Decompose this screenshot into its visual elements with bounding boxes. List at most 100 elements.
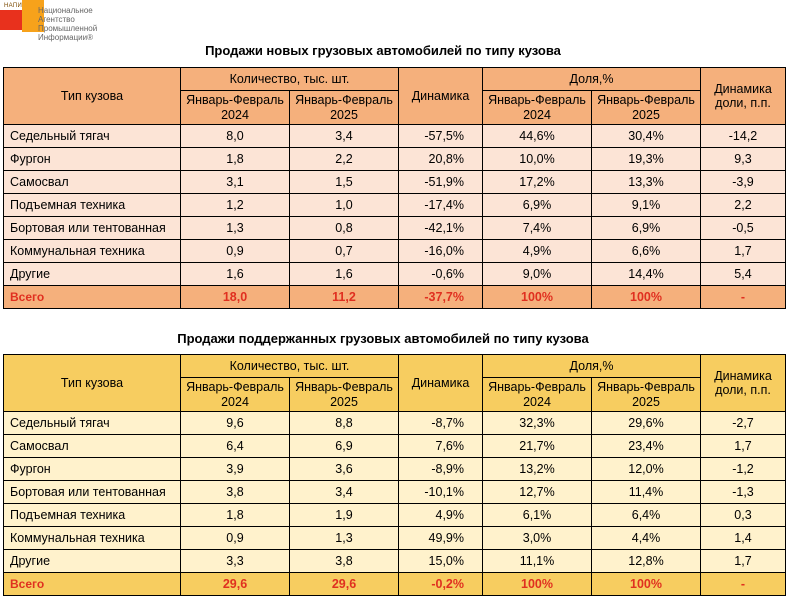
cell-share-2024: 4,9% (482, 239, 592, 263)
cell-qty-2025: 3,4 (289, 124, 399, 148)
cell-share-2024: 32,3% (482, 411, 592, 435)
cell-share-2025: 29,6% (591, 411, 701, 435)
logo-abbr: НАПИ (4, 3, 23, 9)
cell-share-2025: 30,4% (591, 124, 701, 148)
header-dynamics: Динамика (398, 67, 483, 125)
cell-dynamics: -42,1% (398, 216, 483, 240)
cell-share-2025: 100% (591, 285, 701, 309)
cell-share-2025: 6,9% (591, 216, 701, 240)
table-used-body: Седельный тягач 9,6 8,8 -8,7% 32,3% 29,6% -2,7… (3, 411, 786, 596)
cell-share-dynamics: 1,7 (700, 434, 786, 458)
header-dynamics: Динамика (398, 354, 483, 412)
cell-type: Коммунальная техника (3, 526, 181, 550)
table-row: Седельный тягач 9,6 8,8 -8,7% 32,3% 29,6% -2,7 (3, 411, 786, 435)
cell-share-dynamics: 1,7 (700, 549, 786, 573)
table-row: Другие 3,3 3,8 15,0% 11,1% 12,8% 1,7 (3, 549, 786, 573)
table-new-title: Продажи новых грузовых автомобилей по ти… (205, 43, 561, 58)
cell-dynamics: -0,2% (398, 572, 483, 596)
cell-share-dynamics: -3,9 (700, 170, 786, 194)
cell-share-2024: 7,4% (482, 216, 592, 240)
cell-type: Всего (3, 285, 181, 309)
cell-share-2024: 100% (482, 285, 592, 309)
table-row: Самосвал 3,1 1,5 -51,9% 17,2% 13,3% -3,9 (3, 170, 786, 194)
cell-share-2025: 100% (591, 572, 701, 596)
cell-share-dynamics: 9,3 (700, 147, 786, 171)
cell-qty-2024: 29,6 (180, 572, 290, 596)
cell-share-2024: 6,9% (482, 193, 592, 217)
cell-share-dynamics: 1,7 (700, 239, 786, 263)
cell-qty-2024: 3,9 (180, 457, 290, 481)
cell-share-2025: 4,4% (591, 526, 701, 550)
logo-orange-square (22, 0, 44, 32)
table-row: Подъемная техника 1,2 1,0 -17,4% 6,9% 9,1% 2,2 (3, 193, 786, 217)
cell-qty-2024: 3,3 (180, 549, 290, 573)
cell-share-2024: 100% (482, 572, 592, 596)
header-share-2024: Январь-Февраль 2024 (482, 377, 592, 412)
cell-share-dynamics: - (700, 572, 786, 596)
header-quantity: Количество, тыс. шт. (180, 67, 399, 91)
cell-type: Всего (3, 572, 181, 596)
cell-share-2025: 6,6% (591, 239, 701, 263)
cell-qty-2025: 1,0 (289, 193, 399, 217)
cell-dynamics: 49,9% (398, 526, 483, 550)
logo-red-square (0, 10, 22, 30)
cell-share-2025: 12,0% (591, 457, 701, 481)
cell-share-dynamics: - (700, 285, 786, 309)
cell-qty-2025: 0,8 (289, 216, 399, 240)
cell-qty-2025: 1,9 (289, 503, 399, 527)
table-row: Бортовая или тентованная 1,3 0,8 -42,1% 7,4%… (3, 216, 786, 240)
cell-qty-2024: 1,8 (180, 147, 290, 171)
table-row: Фургон 3,9 3,6 -8,9% 13,2% 12,0% -1,2 (3, 457, 786, 481)
cell-share-dynamics: -1,3 (700, 480, 786, 504)
cell-share-2024: 21,7% (482, 434, 592, 458)
cell-qty-2025: 8,8 (289, 411, 399, 435)
cell-share-dynamics: 2,2 (700, 193, 786, 217)
cell-dynamics: 4,9% (398, 503, 483, 527)
header-share-2025: Январь-Февраль 2025 (591, 90, 701, 125)
header-share-2025: Январь-Февраль 2025 (591, 377, 701, 412)
cell-dynamics: 7,6% (398, 434, 483, 458)
total-row: Всего 18,0 11,2 -37,7% 100% 100% - (3, 285, 786, 309)
cell-type: Седельный тягач (3, 124, 181, 148)
cell-type: Седельный тягач (3, 411, 181, 435)
cell-qty-2025: 3,8 (289, 549, 399, 573)
cell-dynamics: -10,1% (398, 480, 483, 504)
cell-share-2024: 44,6% (482, 124, 592, 148)
cell-qty-2024: 3,8 (180, 480, 290, 504)
cell-qty-2024: 9,6 (180, 411, 290, 435)
header-share: Доля,% (482, 67, 701, 91)
cell-qty-2025: 3,6 (289, 457, 399, 481)
cell-qty-2024: 0,9 (180, 526, 290, 550)
cell-type: Другие (3, 262, 181, 286)
cell-dynamics: -8,9% (398, 457, 483, 481)
cell-qty-2025: 29,6 (289, 572, 399, 596)
table-row: Седельный тягач 8,0 3,4 -57,5% 44,6% 30,4% -14… (3, 124, 786, 148)
cell-share-2025: 12,8% (591, 549, 701, 573)
cell-qty-2025: 3,4 (289, 480, 399, 504)
table-row: Другие 1,6 1,6 -0,6% 9,0% 14,4% 5,4 (3, 262, 786, 286)
header-type: Тип кузова (3, 354, 181, 412)
cell-share-2024: 10,0% (482, 147, 592, 171)
cell-qty-2024: 8,0 (180, 124, 290, 148)
table-new-trucks: Тип кузова Количество, тыс. шт. Динамика… (3, 67, 786, 309)
table-row: Самосвал 6,4 6,9 7,6% 21,7% 23,4% 1,7 (3, 434, 786, 458)
cell-dynamics: -37,7% (398, 285, 483, 309)
cell-share-2025: 6,4% (591, 503, 701, 527)
cell-share-2024: 9,0% (482, 262, 592, 286)
cell-share-2025: 14,4% (591, 262, 701, 286)
cell-type: Коммунальная техника (3, 239, 181, 263)
header-qty-2024: Январь-Февраль 2024 (180, 377, 290, 412)
cell-dynamics: -57,5% (398, 124, 483, 148)
cell-qty-2025: 6,9 (289, 434, 399, 458)
header-qty-2025: Январь-Февраль 2025 (289, 377, 399, 412)
cell-qty-2025: 0,7 (289, 239, 399, 263)
cell-qty-2024: 6,4 (180, 434, 290, 458)
cell-type: Бортовая или тентованная (3, 480, 181, 504)
cell-share-dynamics: 0,3 (700, 503, 786, 527)
header-qty-2025: Январь-Февраль 2025 (289, 90, 399, 125)
cell-type: Самосвал (3, 170, 181, 194)
cell-type: Бортовая или тентованная (3, 216, 181, 240)
cell-qty-2024: 18,0 (180, 285, 290, 309)
cell-dynamics: -16,0% (398, 239, 483, 263)
cell-type: Самосвал (3, 434, 181, 458)
